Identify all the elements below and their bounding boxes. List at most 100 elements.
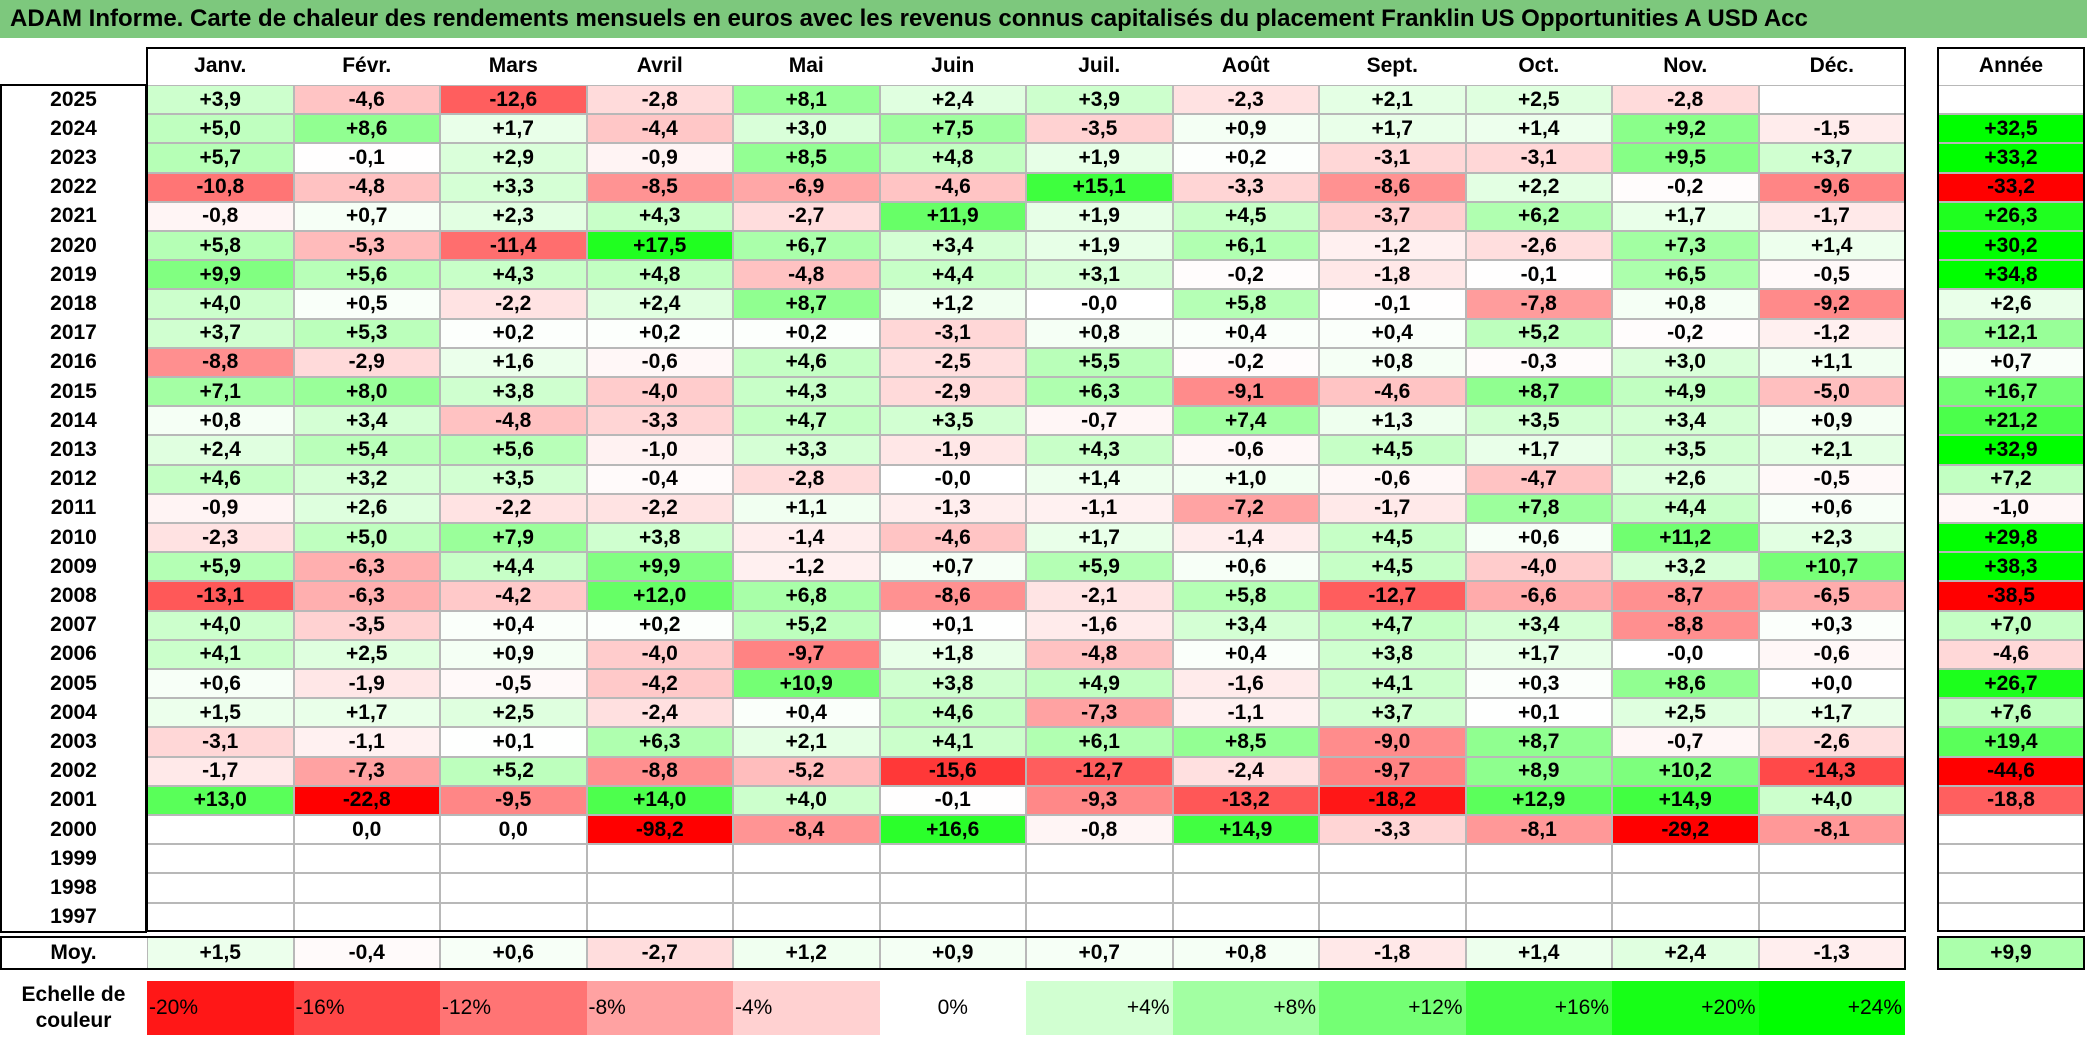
heatmap-cell <box>147 873 294 903</box>
heatmap-cell <box>1319 873 1466 903</box>
heatmap-cell: +3,5 <box>440 464 587 494</box>
heatmap-cell: +7,3 <box>1612 231 1759 261</box>
heatmap-cell: +4,4 <box>1612 493 1759 523</box>
legend-swatch: +12% <box>1319 980 1466 1035</box>
heatmap-cell <box>1465 873 1612 903</box>
heatmap-cell: -3,3 <box>586 406 733 436</box>
column-header: Janv. <box>194 54 247 77</box>
heatmap-cell: -4,8 <box>293 172 440 202</box>
heatmap-cell: +3,3 <box>733 435 880 465</box>
heatmap-cell: +5,8 <box>147 231 294 261</box>
annual-cell: +33,2 <box>1938 143 2084 173</box>
heatmap-cell: -1,0 <box>586 435 733 465</box>
annual-cell: +21,2 <box>1938 406 2084 436</box>
heatmap-cell: +14,9 <box>1172 815 1319 845</box>
heatmap-cell: +1,7 <box>440 114 587 144</box>
heatmap-cell: -29,2 <box>1612 815 1759 845</box>
heatmap-cell: -1,2 <box>1758 318 1905 348</box>
heatmap-cell: +12,0 <box>586 581 733 611</box>
heatmap-cell: +0,2 <box>733 318 880 348</box>
heatmap-cell: -7,2 <box>1172 493 1319 523</box>
chart-title: ADAM Informe. Carte de chaleur des rende… <box>10 5 1808 32</box>
heatmap-cell: +0,0 <box>1758 669 1905 699</box>
heatmap-cell: +0,8 <box>1319 347 1466 377</box>
heatmap-cell: +0,9 <box>1758 406 1905 436</box>
annual-cell <box>1938 902 2084 932</box>
heatmap-cell <box>1172 844 1319 874</box>
heatmap-cell: -0,1 <box>879 785 1026 815</box>
heatmap-cell: -2,5 <box>879 347 1026 377</box>
heatmap-cell: +12,9 <box>1465 785 1612 815</box>
heatmap-cell: -0,2 <box>1172 347 1319 377</box>
heatmap-cell: -9,0 <box>1319 727 1466 757</box>
heatmap-cell: +1,0 <box>1172 464 1319 494</box>
heatmap-cell <box>1026 902 1173 932</box>
heatmap-cell <box>586 902 733 932</box>
annual-cell: -1,0 <box>1938 493 2084 523</box>
year-label: 2020 <box>50 233 97 257</box>
heatmap-cell <box>1758 844 1905 874</box>
heatmap-cell: +0,6 <box>1172 552 1319 582</box>
heatmap-cell: +5,5 <box>1026 347 1173 377</box>
legend-label: Echelle de couleur <box>21 982 126 1032</box>
heatmap-cell: +1,1 <box>1758 347 1905 377</box>
heatmap-cell: +3,2 <box>293 464 440 494</box>
annual-cell: +34,8 <box>1938 260 2084 290</box>
heatmap-cell: +2,6 <box>293 493 440 523</box>
heatmap-cell: +5,2 <box>1465 318 1612 348</box>
heatmap-cell: +0,4 <box>1319 318 1466 348</box>
heatmap-cell: +0,6 <box>147 669 294 699</box>
heatmap-cell: -22,8 <box>293 785 440 815</box>
heatmap-cell: -18,2 <box>1319 785 1466 815</box>
heatmap-cell: -6,5 <box>1758 581 1905 611</box>
heatmap-cell: +1,4 <box>1758 231 1905 261</box>
heatmap-cell: +8,5 <box>733 143 880 173</box>
year-label: 2021 <box>50 204 97 228</box>
legend-swatch: +20% <box>1612 980 1759 1035</box>
heatmap-cell: -2,8 <box>1612 85 1759 115</box>
heatmap-cell: +4,3 <box>733 377 880 407</box>
heatmap-cell: +0,3 <box>1465 669 1612 699</box>
annual-cell <box>1938 85 2084 115</box>
heatmap-cell: +8,7 <box>1465 377 1612 407</box>
heatmap-cell: -9,7 <box>1319 756 1466 786</box>
heatmap-cell: -0,1 <box>1319 289 1466 319</box>
heatmap-cell: -2,2 <box>586 493 733 523</box>
heatmap-cell: -2,1 <box>1026 581 1173 611</box>
heatmap-cell: -0,6 <box>1758 639 1905 669</box>
heatmap-cell: -4,0 <box>586 639 733 669</box>
year-label: 1998 <box>50 875 97 899</box>
heatmap-cell: +3,0 <box>1612 347 1759 377</box>
heatmap-cell: +4,6 <box>147 464 294 494</box>
year-label: 2025 <box>50 87 97 111</box>
heatmap-cell: +0,6 <box>1758 493 1905 523</box>
heatmap-cell: +4,8 <box>586 260 733 290</box>
annual-cell <box>1938 844 2084 874</box>
heatmap-cell: +9,9 <box>586 552 733 582</box>
heatmap-cell: -3,1 <box>879 318 1026 348</box>
column-header: Déc. <box>1809 54 1854 77</box>
heatmap-cell: +5,0 <box>293 523 440 553</box>
column-header: Mai <box>788 54 824 77</box>
heatmap-cell: +6,5 <box>1612 260 1759 290</box>
average-cell: +1,5 <box>147 936 294 969</box>
heatmap-cell: -0,1 <box>293 143 440 173</box>
heatmap-cell: +5,6 <box>440 435 587 465</box>
annual-column-header: Année <box>1978 54 2044 77</box>
heatmap-cell: +2,9 <box>440 143 587 173</box>
heatmap-cell: +4,1 <box>879 727 1026 757</box>
heatmap-cell: -2,8 <box>586 85 733 115</box>
heatmap-cell: +2,1 <box>733 727 880 757</box>
heatmap-cell: +2,5 <box>1465 85 1612 115</box>
heatmap-cell: -2,9 <box>879 377 1026 407</box>
heatmap-cell: +9,2 <box>1612 114 1759 144</box>
column-header: Avril <box>636 54 683 77</box>
annual-cell: +7,0 <box>1938 610 2084 640</box>
heatmap-cell: +1,7 <box>1319 114 1466 144</box>
heatmap-cell: -0,2 <box>1612 318 1759 348</box>
heatmap-cell <box>1465 844 1612 874</box>
heatmap-cell: -0,5 <box>440 669 587 699</box>
heatmap-cell <box>1758 85 1905 115</box>
column-header: Sept. <box>1366 54 1418 77</box>
heatmap-cell: -0,5 <box>1758 260 1905 290</box>
